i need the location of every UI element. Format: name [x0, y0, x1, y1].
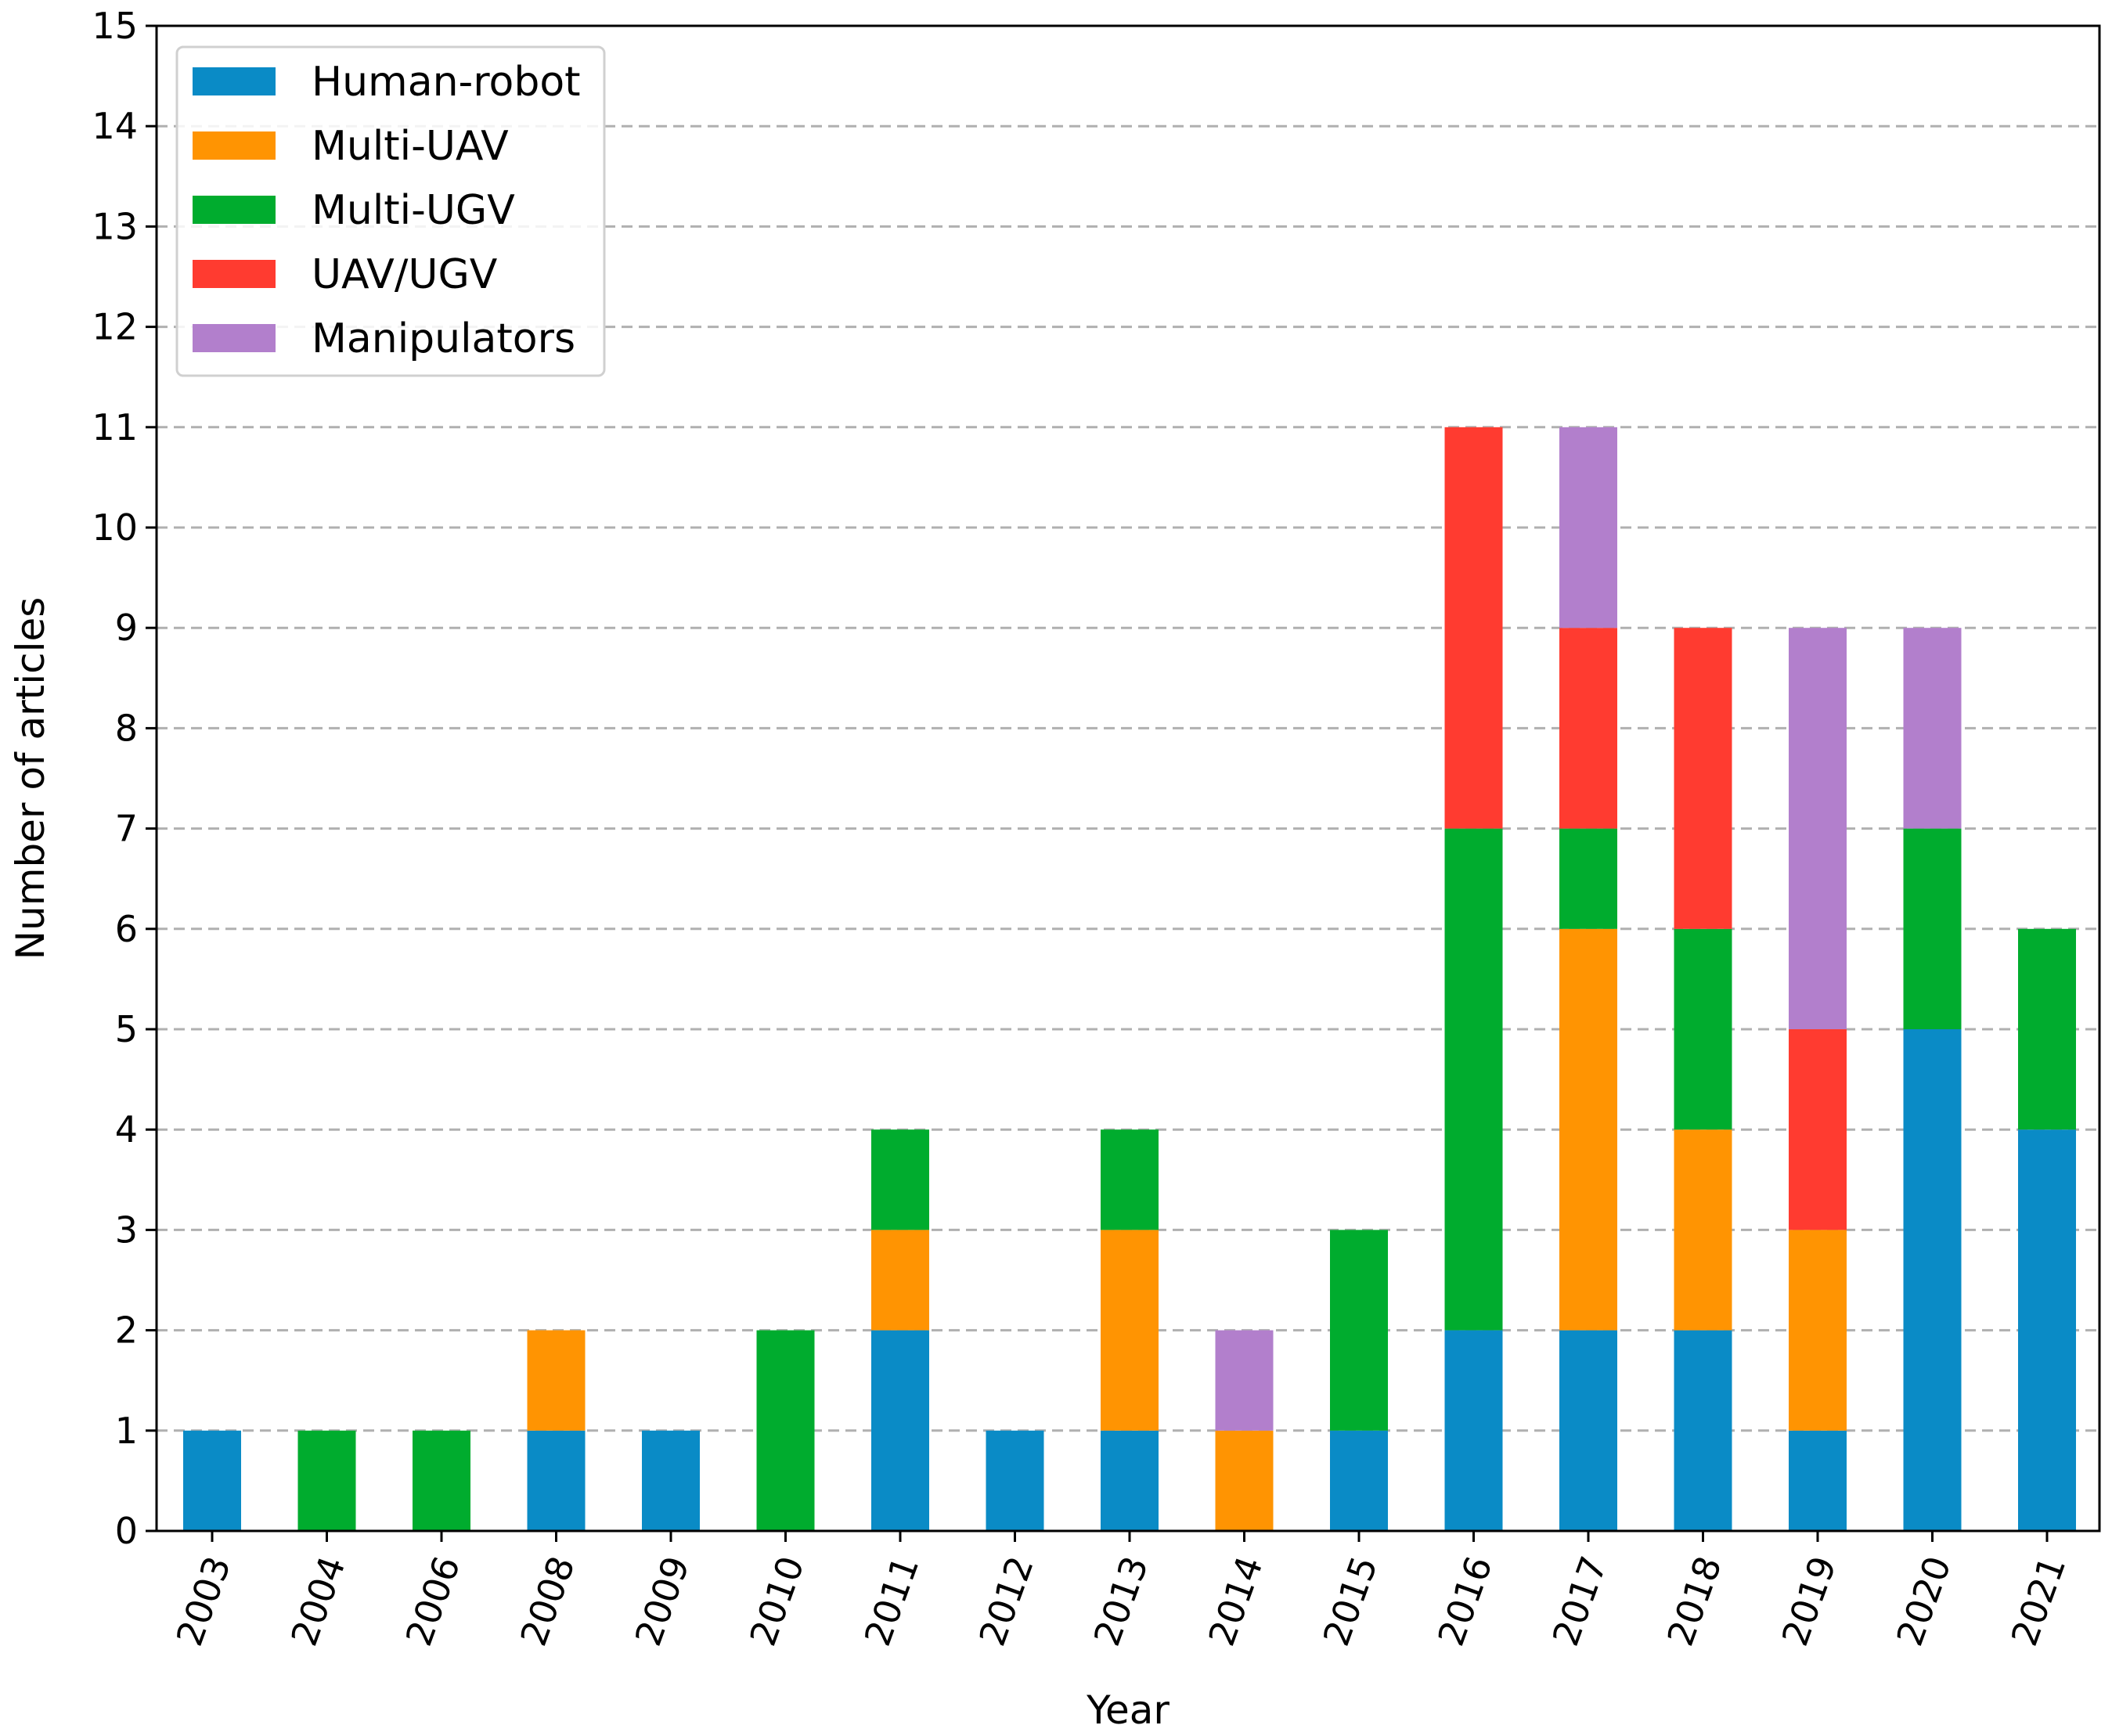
bar-2017-multi-ugv — [1559, 828, 1617, 929]
axes — [155, 24, 2101, 1533]
x-tick-label: 2014 — [1200, 1551, 1271, 1651]
plot-frame — [155, 24, 2101, 1533]
y-tick-label: 9 — [115, 607, 138, 649]
bar-2016-human-robot — [1444, 1330, 1503, 1531]
x-tick-label: 2017 — [1544, 1551, 1616, 1651]
bar-2020-multi-ugv — [1903, 828, 1962, 1029]
bar-2015-multi-ugv — [1330, 1230, 1388, 1431]
x-tick-label: 2013 — [1086, 1551, 1157, 1651]
bar-2016-multi-ugv — [1444, 828, 1503, 1331]
y-tick-label: 3 — [115, 1208, 138, 1251]
bar-2010-multi-ugv — [756, 1330, 815, 1531]
x-tick-label: 2020 — [1888, 1551, 1959, 1651]
x-tick-label: 2021 — [2003, 1551, 2074, 1651]
y-tick-label: 12 — [92, 306, 138, 348]
x-tick-label: 2015 — [1315, 1551, 1386, 1651]
bar-2011-human-robot — [871, 1330, 929, 1531]
bar-2011-multi-ugv — [871, 1129, 929, 1230]
bar-2009-human-robot — [642, 1430, 700, 1531]
y-tick-label: 5 — [115, 1008, 138, 1050]
bar-2018-multi-ugv — [1674, 928, 1732, 1130]
bar-2019-uav-ugv — [1789, 1029, 1847, 1230]
y-tick-label: 7 — [115, 808, 138, 850]
bar-2017-manipulators — [1559, 427, 1617, 628]
x-tick-label: 2019 — [1774, 1551, 1845, 1651]
bar-2019-manipulators — [1789, 628, 1847, 1029]
bar-2018-multi-uav — [1674, 1129, 1732, 1331]
bar-2011-multi-uav — [871, 1230, 929, 1331]
bar-2017-uav-ugv — [1559, 628, 1617, 829]
bar-2015-human-robot — [1330, 1430, 1388, 1531]
x-tick-label: 2018 — [1659, 1551, 1730, 1651]
legend-swatch — [193, 196, 276, 224]
y-tick-label: 10 — [92, 506, 138, 549]
x-tick-label: 2003 — [168, 1551, 240, 1651]
y-tick-label: 15 — [92, 5, 138, 47]
bar-2017-human-robot — [1559, 1330, 1617, 1531]
x-axis-title: Year — [1086, 1687, 1170, 1733]
bar-2006-multi-ugv — [413, 1430, 470, 1531]
bar-2017-multi-uav — [1559, 928, 1617, 1331]
x-tick-label: 2006 — [398, 1551, 469, 1651]
legend-label: Human-robot — [312, 59, 581, 106]
legend-swatch — [193, 131, 276, 160]
bar-2018-uav-ugv — [1674, 628, 1732, 929]
legend-label: Multi-UAV — [312, 123, 509, 170]
y-axis-title: Number of articles — [8, 597, 53, 960]
y-tick-label: 0 — [115, 1510, 138, 1552]
bar-2013-multi-ugv — [1101, 1129, 1159, 1230]
bar-2004-multi-ugv — [297, 1430, 356, 1531]
bar-2014-manipulators — [1215, 1330, 1274, 1431]
x-tick-label: 2010 — [741, 1551, 813, 1651]
y-tick-label: 2 — [115, 1309, 138, 1352]
bar-2021-multi-ugv — [2018, 928, 2076, 1130]
x-tick-label: 2004 — [283, 1551, 354, 1651]
bar-2013-multi-uav — [1101, 1230, 1159, 1431]
bar-2013-human-robot — [1101, 1430, 1159, 1531]
x-tick-label: 2008 — [512, 1551, 583, 1651]
legend: Human-robot Multi-UAV Multi-UGV UAV/UGV Mani… — [175, 45, 606, 377]
x-tick-label: 2009 — [627, 1551, 698, 1651]
bar-2014-multi-uav — [1215, 1430, 1274, 1531]
y-tick-label: 6 — [115, 908, 138, 950]
x-tick-label: 2012 — [971, 1551, 1042, 1651]
bar-2019-human-robot — [1789, 1430, 1847, 1531]
y-tick-label: 8 — [115, 707, 138, 749]
legend-label: Manipulators — [312, 315, 575, 362]
legend-box — [175, 45, 606, 377]
bar-2021-human-robot — [2018, 1129, 2076, 1531]
bar-2008-human-robot — [527, 1430, 586, 1531]
x-tick-label: 2011 — [856, 1551, 928, 1651]
legend-label: UAV/UGV — [312, 251, 498, 298]
x-tick-label: 2016 — [1429, 1551, 1501, 1651]
legend-swatch — [193, 324, 276, 352]
y-tick-label: 13 — [92, 205, 138, 247]
legend-swatch — [193, 67, 276, 95]
bar-2012-human-robot — [986, 1430, 1044, 1531]
bar-2008-multi-uav — [527, 1330, 586, 1431]
bar-2019-multi-uav — [1789, 1230, 1847, 1431]
bar-2016-uav-ugv — [1444, 427, 1503, 829]
bar-2020-human-robot — [1903, 1029, 1962, 1531]
bar-2020-manipulators — [1903, 628, 1962, 829]
y-tick-label: 11 — [92, 406, 138, 448]
bars — [183, 427, 2076, 1531]
legend-label: Multi-UGV — [312, 187, 515, 234]
legend-swatch — [193, 260, 276, 288]
y-tick-label: 1 — [115, 1410, 138, 1452]
y-tick-label: 14 — [92, 105, 138, 147]
bar-2003-human-robot — [183, 1430, 241, 1531]
y-tick-label: 4 — [115, 1108, 138, 1151]
bar-2018-human-robot — [1674, 1330, 1732, 1531]
